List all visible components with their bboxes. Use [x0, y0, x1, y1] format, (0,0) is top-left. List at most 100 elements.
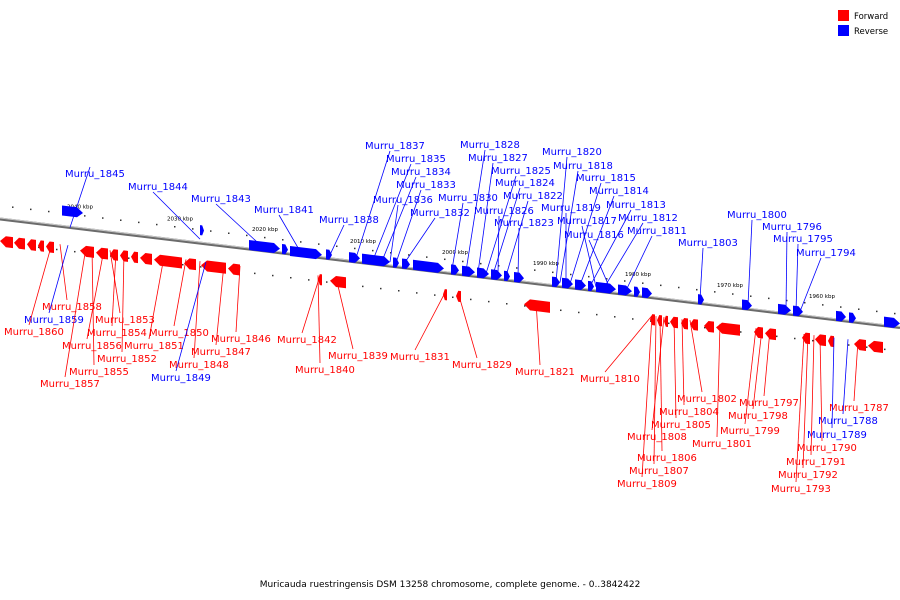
gene-label: Murru_1816 — [564, 230, 624, 241]
legend-swatch — [838, 25, 849, 36]
tick-dot — [380, 287, 382, 290]
leader-line — [235, 265, 241, 333]
tick-dot — [812, 339, 814, 342]
gene-label: Murru_1811 — [627, 226, 687, 237]
forward-gene-glyph — [38, 240, 44, 252]
gene-label: Murru_1813 — [606, 200, 666, 211]
tick-dot — [56, 248, 58, 251]
gene-label: Murru_1795 — [773, 234, 833, 245]
gene-label: Murru_1841 — [254, 205, 314, 216]
leader-line — [659, 316, 663, 452]
reverse-gene-glyph — [349, 252, 360, 263]
gene-label: Murru_1821 — [515, 367, 575, 378]
gene-label: Murru_1817 — [557, 216, 617, 227]
leader-line — [414, 290, 447, 351]
forward-gene-glyph — [524, 299, 550, 313]
leader-line — [505, 200, 529, 277]
forward-gene-glyph — [868, 340, 883, 353]
reverse-gene-glyph — [884, 316, 900, 328]
gene-label: Murru_1855 — [69, 367, 129, 378]
gene-label: Murru_1838 — [319, 215, 379, 226]
leader-line — [799, 257, 822, 312]
gene-label: Murru_1822 — [503, 191, 563, 202]
forward-gene-glyph — [815, 334, 826, 347]
reverse-gene-glyph — [849, 312, 856, 323]
leader-line — [193, 261, 201, 359]
tick-dot — [192, 228, 194, 230]
leader-line — [581, 225, 597, 287]
tick-dot — [362, 285, 364, 288]
gene-label: Murru_1852 — [97, 354, 157, 365]
leader-line — [795, 243, 799, 312]
tick-dot — [228, 232, 230, 234]
tick-dot — [678, 286, 680, 289]
reverse-gene-glyph — [477, 267, 489, 279]
tick-dot — [606, 278, 608, 280]
forward-gene-glyph — [754, 326, 763, 339]
tick-dot — [786, 299, 788, 302]
leader-line — [278, 214, 301, 252]
gene-label: Murru_1847 — [191, 347, 251, 358]
leader-line — [215, 263, 225, 346]
tick-dot — [534, 269, 536, 271]
tick-dot — [210, 230, 212, 232]
reverse-gene-glyph — [836, 310, 846, 322]
tick-dot — [246, 234, 248, 237]
tick-dot — [560, 309, 562, 312]
reverse-gene-glyph — [402, 258, 410, 270]
gene-label: Murru_1793 — [771, 484, 831, 495]
tick-dot — [624, 280, 626, 282]
gene-label: Murru_1787 — [829, 403, 889, 414]
reverse-gene-glyph — [588, 280, 594, 292]
gene-label: Murru_1803 — [678, 238, 738, 249]
leader-line — [802, 334, 809, 469]
reverse-gene-glyph — [504, 270, 510, 282]
tick-dot — [588, 275, 590, 278]
tick-dot — [596, 313, 598, 316]
gene-label: Murru_1831 — [390, 352, 450, 363]
gene-label: Murru_1801 — [692, 439, 752, 450]
forward-gene-glyph — [140, 253, 152, 265]
leader-line — [457, 292, 478, 359]
tick-dot — [506, 303, 508, 305]
gene-label: Murru_1851 — [124, 341, 184, 352]
gene-label: Murru_1860 — [4, 327, 64, 338]
leader-line — [651, 317, 665, 431]
gene-label: Murru_1789 — [807, 430, 867, 441]
reverse-gene-glyph — [62, 205, 83, 218]
gene-label: Murru_1839 — [328, 351, 388, 362]
gene-label: Murru_1791 — [786, 457, 846, 468]
leader-line — [588, 239, 611, 289]
leader-line — [604, 315, 653, 373]
gene-label: Murru_1812 — [618, 213, 678, 224]
leader-line — [477, 162, 494, 273]
tick-dot — [444, 258, 446, 261]
tick-dot — [696, 288, 698, 291]
leader-line — [173, 259, 187, 327]
leader-line — [86, 249, 105, 340]
gene-label: Murru_1825 — [491, 166, 551, 177]
gene-label: Murru_1792 — [778, 470, 838, 481]
tick-dot — [866, 346, 868, 348]
tick-dot — [182, 263, 184, 266]
reverse-gene-glyph — [249, 240, 280, 254]
legend-label: Forward — [854, 12, 888, 22]
leader-line — [752, 328, 763, 410]
leader-line — [699, 247, 704, 300]
gene-label: Murru_1830 — [438, 193, 498, 204]
forward-gene-glyph — [228, 263, 240, 276]
tick-dot — [372, 249, 374, 252]
tick-dot — [308, 279, 310, 281]
leader-line — [451, 202, 464, 270]
leader-line — [381, 176, 417, 262]
tick-label: 1970 kbp — [717, 283, 743, 289]
tick-dot — [660, 284, 662, 287]
leader-line — [148, 256, 165, 340]
tick-dot — [804, 301, 806, 304]
tick-dot — [552, 271, 554, 274]
tick-dot — [462, 260, 464, 263]
backbone-line — [0, 217, 900, 330]
gene-label: Murru_1856 — [62, 341, 122, 352]
gene-label: Murru_1857 — [40, 379, 100, 390]
tick-dot — [254, 272, 256, 275]
